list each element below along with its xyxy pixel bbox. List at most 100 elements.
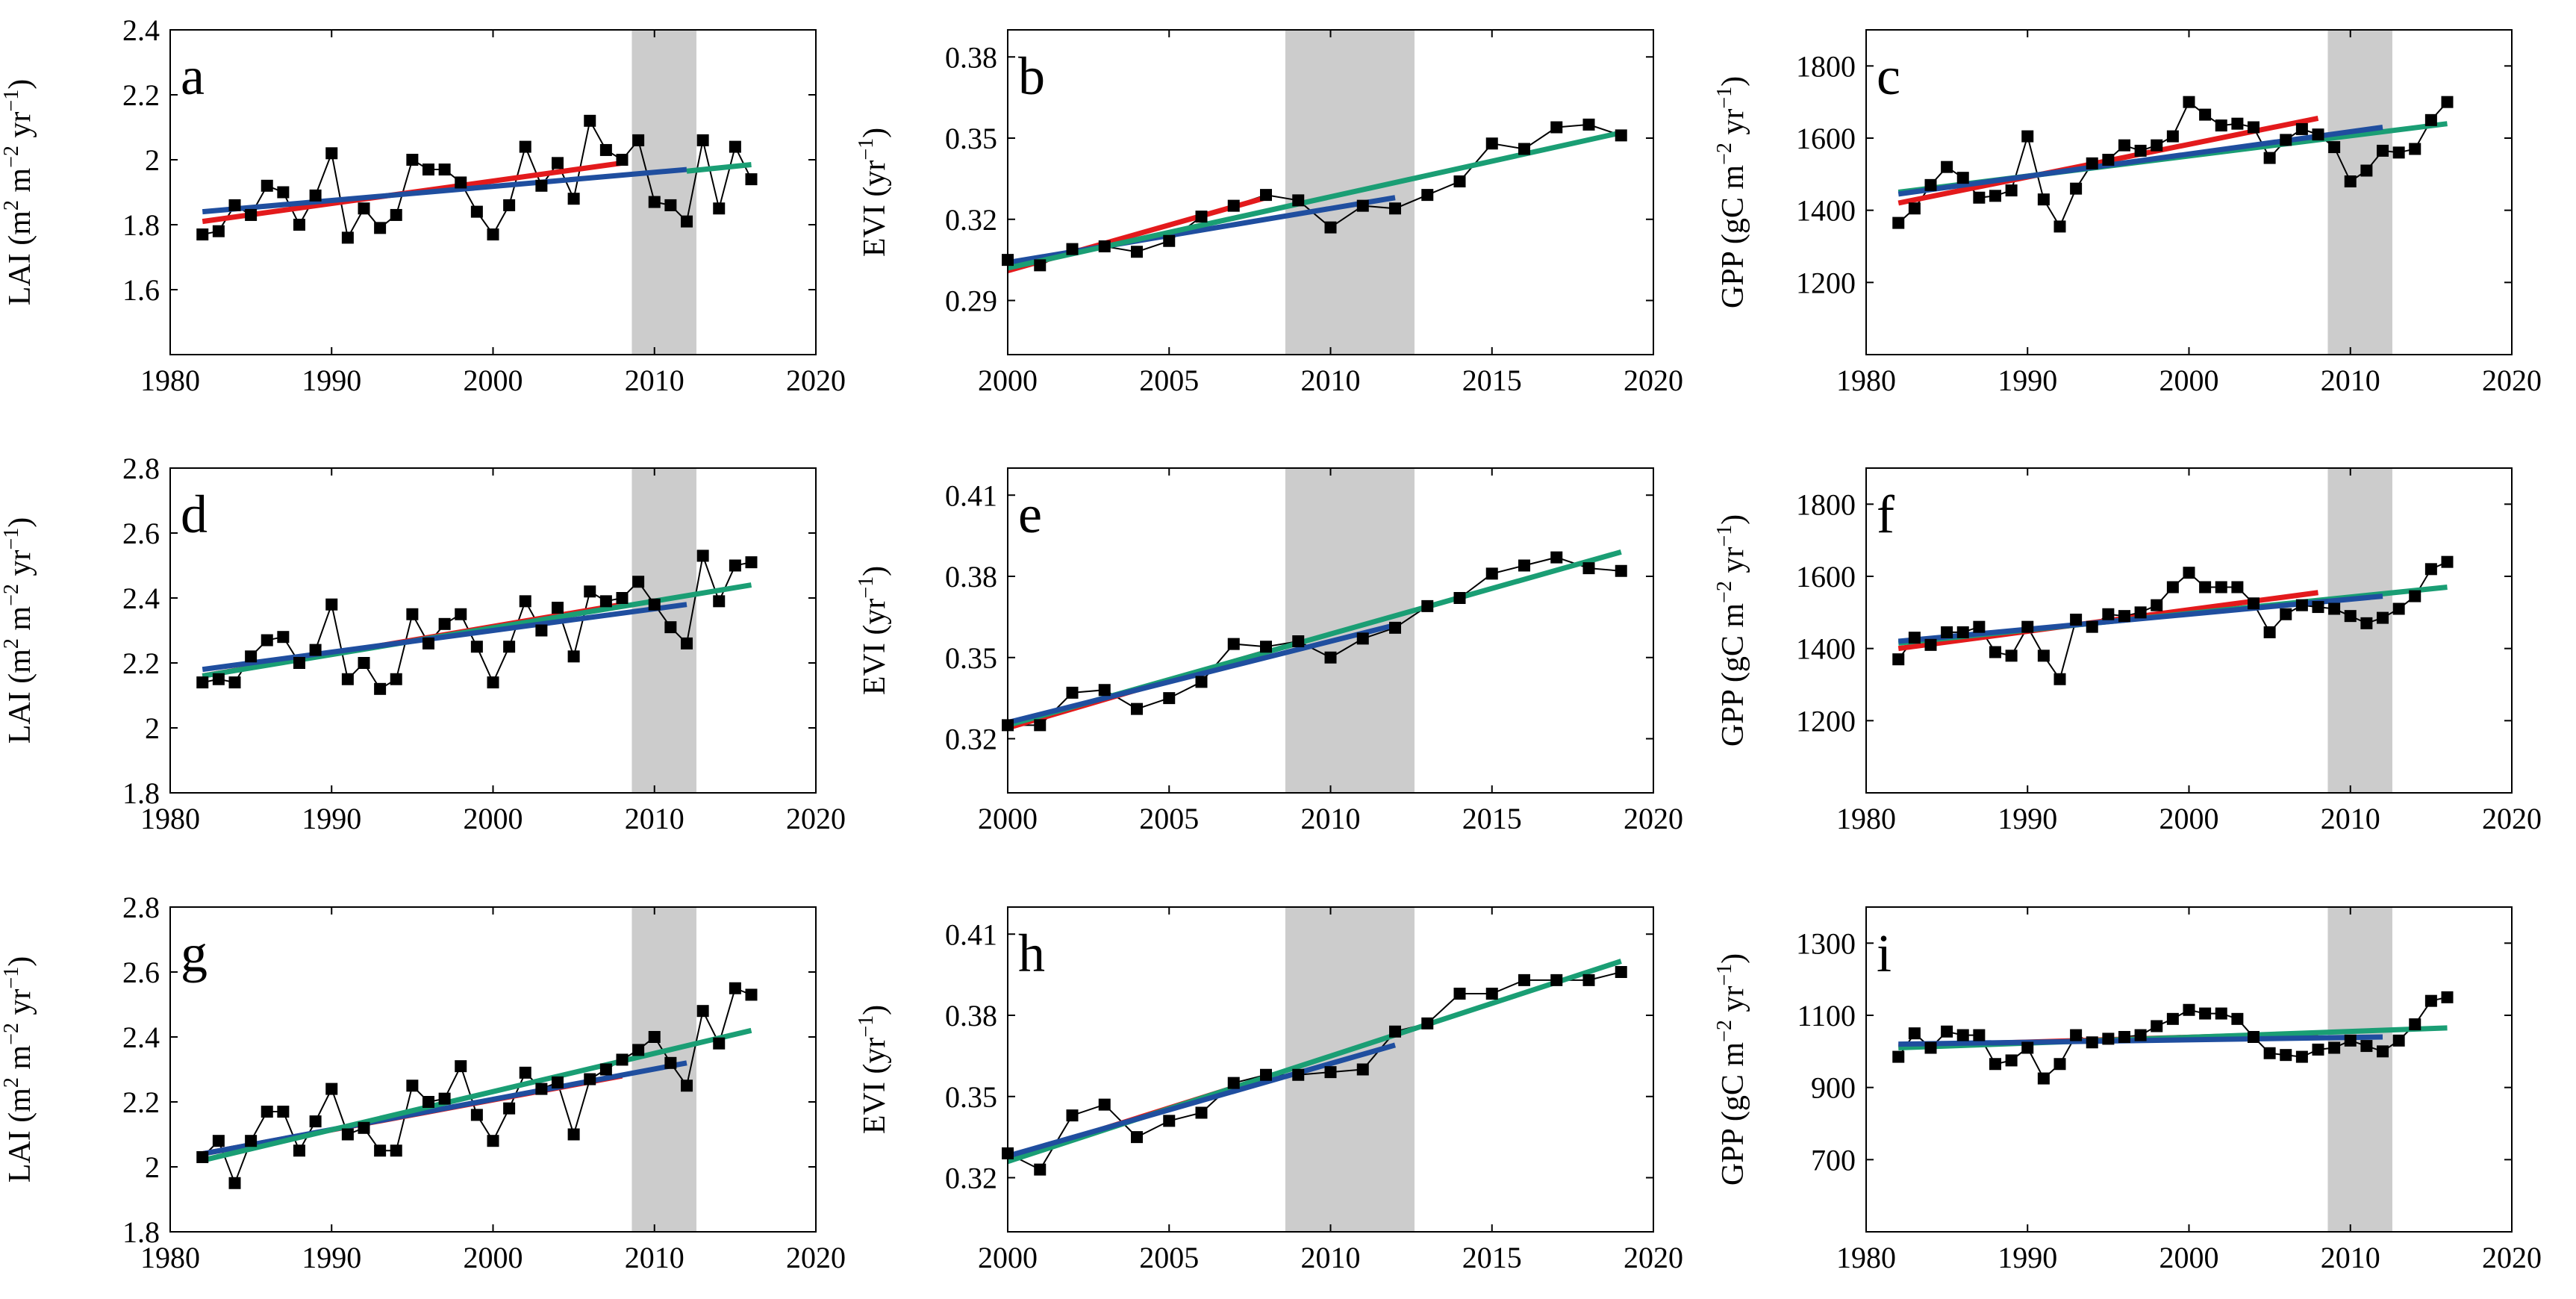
data-point: [390, 1144, 402, 1157]
trend-line-blue: [1007, 622, 1396, 726]
y-tick-label: 1.6: [122, 273, 160, 307]
data-point: [1453, 988, 1466, 1000]
data-point: [2231, 117, 2244, 130]
data-point: [1582, 562, 1595, 575]
trend-line-blue: [1007, 1042, 1396, 1159]
data-point: [1324, 651, 1337, 664]
data-point: [309, 189, 322, 202]
x-tick-label: 2015: [1462, 364, 1522, 397]
data-point: [1131, 703, 1143, 715]
data-point: [599, 143, 612, 156]
data-point: [2409, 1018, 2421, 1031]
y-axis-label: EVI (yr−1): [855, 566, 892, 695]
data-point: [1292, 635, 1305, 647]
data-point: [293, 1144, 305, 1157]
y-axis-label-mid2: yr: [3, 550, 37, 585]
data-point: [2215, 1007, 2227, 1020]
data-point: [1908, 632, 1921, 644]
y-axis-label-main: GPP (gC m: [1716, 1042, 1750, 1186]
data-point: [1034, 719, 1047, 732]
y-axis-label: GPP (gC m−2 yr−1): [1713, 514, 1750, 747]
y-tick-label: 2.6: [122, 956, 160, 989]
data-point: [2295, 599, 2308, 611]
data-point: [261, 179, 273, 192]
data-point: [1892, 1050, 1905, 1063]
data-point: [374, 682, 387, 695]
data-point: [438, 1092, 451, 1105]
y-axis-label-sup2: −2: [0, 1023, 23, 1045]
data-point: [1485, 137, 1498, 150]
data-point: [455, 176, 467, 189]
data-point: [2280, 1049, 2292, 1062]
data-point: [648, 196, 661, 208]
x-tick-label: 2020: [2482, 802, 2542, 835]
data-point: [2392, 602, 2405, 615]
data-point: [2005, 1054, 2018, 1067]
x-tick-label: 2010: [2321, 802, 2380, 835]
data-point: [1098, 684, 1111, 697]
x-tick-label: 2000: [978, 364, 1038, 397]
x-tick-label: 2000: [464, 802, 523, 835]
panel-letter: h: [1018, 923, 1045, 983]
data-point: [2360, 164, 2373, 177]
data-point: [2151, 599, 2163, 611]
data-point: [1356, 199, 1369, 212]
data-point: [503, 641, 516, 653]
data-point: [470, 1109, 483, 1121]
data-point: [2199, 108, 2212, 121]
x-tick-label: 2000: [2159, 802, 2219, 835]
data-point: [2151, 1020, 2163, 1032]
data-point: [212, 673, 225, 685]
data-point: [584, 585, 596, 598]
data-point: [2344, 175, 2357, 187]
y-tick-label: 700: [1811, 1143, 1856, 1177]
data-point: [1260, 189, 1272, 202]
data-point: [2102, 608, 2115, 620]
shade-band: [2327, 907, 2392, 1232]
y-axis-label-main: GPP (gC m: [1716, 603, 1750, 747]
data-point: [2183, 567, 2195, 579]
data-point: [325, 147, 338, 160]
data-point: [2102, 154, 2115, 166]
data-point: [2118, 1031, 2130, 1043]
x-tick-label: 2020: [786, 364, 846, 397]
data-point: [245, 208, 258, 221]
data-point: [325, 598, 338, 611]
data-point: [390, 673, 402, 685]
y-tick-label: 0.35: [945, 122, 997, 155]
data-point: [228, 676, 241, 689]
data-point: [390, 208, 402, 221]
plot-area: [1866, 907, 2512, 1232]
data-point: [681, 215, 693, 228]
data-point: [487, 228, 499, 241]
x-tick-label: 1990: [1998, 364, 2057, 397]
y-axis-label: GPP (gC m−2 yr−1): [1713, 953, 1750, 1186]
data-point: [1908, 202, 1921, 215]
data-point: [2312, 601, 2324, 614]
data-point: [1615, 129, 1627, 142]
data-point: [1956, 172, 1969, 184]
y-tick-label: 1.8: [122, 776, 160, 810]
data-point: [519, 1066, 531, 1079]
y-axis-label-sup3: −1: [0, 528, 23, 550]
data-point: [2344, 610, 2357, 623]
plot-area: [170, 907, 816, 1232]
y-tick-label: 0.35: [945, 1080, 997, 1114]
y-axis-label-sup2: −1: [1713, 525, 1736, 547]
data-point: [1973, 1029, 1986, 1041]
data-point: [212, 225, 225, 237]
data-point: [1973, 620, 1986, 633]
trend-line-green: [686, 162, 752, 174]
data-point: [2166, 1012, 2179, 1025]
data-point: [1389, 621, 1401, 634]
data-point: [2037, 193, 2050, 206]
data-point: [1956, 626, 1969, 638]
data-point: [599, 1063, 612, 1076]
data-point: [406, 1080, 419, 1092]
data-point: [1518, 143, 1530, 155]
data-point: [245, 1135, 258, 1147]
y-tick-label: 1.8: [122, 208, 160, 242]
data-point: [2166, 581, 2179, 594]
data-point: [358, 657, 370, 669]
shade-band: [2327, 30, 2392, 355]
